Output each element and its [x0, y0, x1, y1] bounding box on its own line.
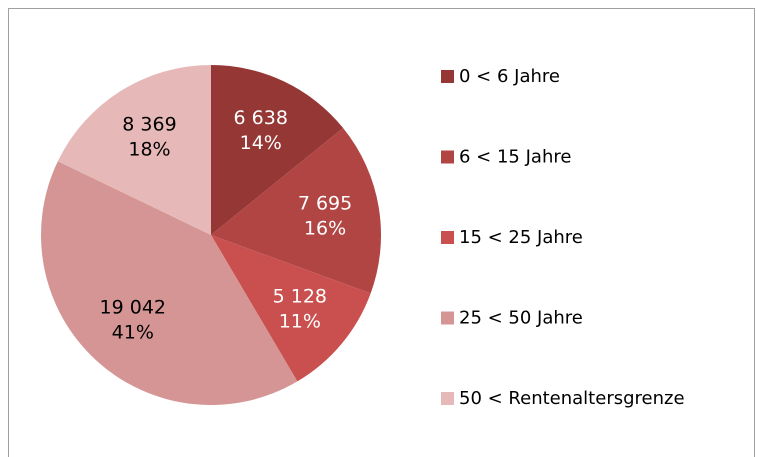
value-label: 7 695	[298, 192, 352, 214]
legend-label: 6 < 15 Jahre	[459, 147, 571, 168]
legend-swatch	[441, 392, 454, 405]
pie-slice	[211, 65, 344, 235]
legend-swatch	[441, 311, 454, 325]
pie-slice	[211, 127, 381, 294]
pie-slice	[40, 161, 298, 406]
chart-frame	[8, 8, 755, 457]
percent-label: 16%	[304, 217, 346, 239]
pie-slice	[211, 235, 371, 382]
pie-slice	[57, 65, 211, 235]
legend-label: 0 < 6 Jahre	[459, 66, 560, 87]
value-label: 8 369	[122, 114, 176, 136]
legend-swatch	[441, 231, 454, 244]
percent-label: 18%	[128, 139, 170, 161]
legend-label: 25 < 50 Jahre	[459, 308, 583, 329]
legend-label: 50 < Rentenaltersgrenze	[459, 388, 685, 409]
value-label: 6 638	[234, 107, 288, 129]
value-label: 5 128	[273, 285, 327, 307]
legend-label: 15 < 25 Jahre	[459, 227, 583, 248]
percent-label: 14%	[240, 132, 282, 154]
legend-swatch	[441, 70, 454, 83]
legend-swatch	[441, 150, 454, 164]
percent-label: 11%	[279, 310, 321, 332]
value-label: 19 042	[100, 297, 166, 319]
percent-label: 41%	[112, 322, 154, 344]
